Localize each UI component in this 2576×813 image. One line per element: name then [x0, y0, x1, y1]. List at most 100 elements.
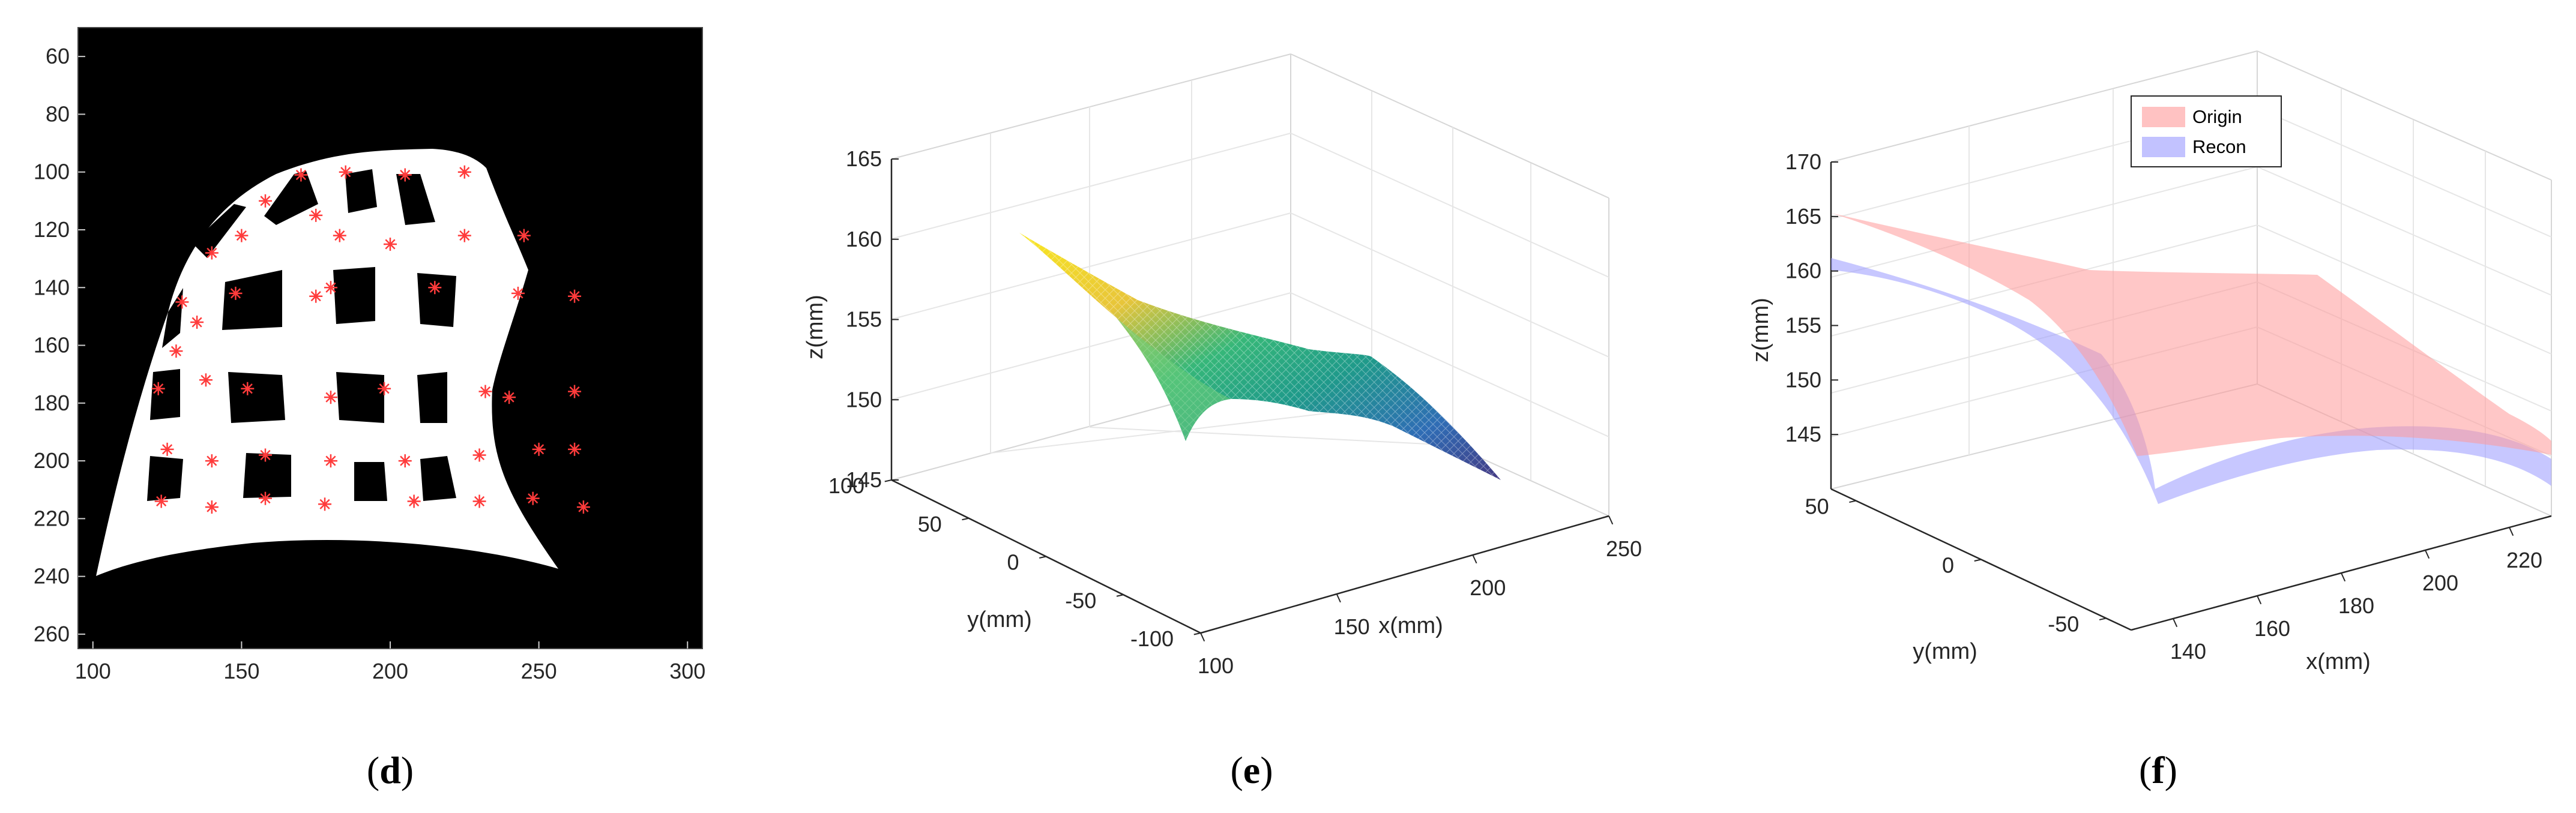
y-tick-mark — [1039, 556, 1046, 559]
corner-marker — [235, 229, 249, 242]
z-tick-label: 170 — [1785, 149, 1821, 174]
corner-marker — [324, 281, 337, 295]
legend-swatch-origin — [2142, 107, 2185, 127]
y-tick-mark — [1849, 500, 1856, 503]
legend-swatch-recon — [2142, 137, 2185, 157]
x-axis-ticks: 100 150 200 250 — [1198, 515, 1642, 678]
corner-marker — [324, 391, 337, 404]
corner-marker — [259, 448, 272, 462]
x-tick-label: 150 — [223, 659, 259, 683]
y-tick-label: 80 — [46, 101, 70, 126]
surface-underside — [1117, 318, 1231, 441]
y-tick-label: 50 — [1805, 494, 1829, 519]
z-axis-ticks: 145 150 155 160 165 — [846, 146, 899, 492]
corner-marker — [398, 168, 412, 182]
corner-marker — [407, 494, 421, 508]
corner-marker — [309, 289, 323, 303]
legend-label-origin: Origin — [2192, 106, 2242, 127]
y-tick-label: -50 — [2048, 611, 2079, 636]
corner-marker — [318, 497, 332, 511]
x-tick-label: 100 — [75, 659, 111, 683]
x-tick-label: 160 — [2254, 616, 2290, 641]
y-tick-label: 60 — [46, 44, 70, 68]
corner-marker — [333, 229, 346, 242]
x-tick-label: 100 — [1198, 653, 1234, 678]
x-axis-label: x(mm) — [1378, 613, 1443, 638]
z-axis-ticks: 145 150 155 160 165 170 — [1785, 149, 1838, 446]
y-tick-label: 50 — [918, 512, 942, 536]
y-tick-label: 220 — [34, 506, 70, 530]
corner-marker — [309, 208, 323, 222]
surface-origin — [1831, 213, 2551, 456]
y-tick-label: 100 — [34, 160, 70, 184]
z-tick-label: 160 — [1785, 259, 1821, 283]
y-tick-label: -50 — [1065, 588, 1096, 613]
y-tick-mark — [884, 479, 892, 482]
corner-marker — [339, 165, 352, 179]
x-tick-mark — [1608, 515, 1614, 525]
board-holes — [147, 169, 456, 501]
corner-marker — [169, 344, 183, 358]
y-tick-label: 260 — [34, 622, 70, 646]
x-tick-mark — [2509, 527, 2514, 536]
corner-marker — [205, 246, 219, 260]
corner-marker — [151, 382, 165, 395]
y-axis-label: y(mm) — [1913, 639, 1977, 664]
y-tick-mark — [2099, 617, 2107, 620]
corner-marker — [259, 194, 272, 208]
corner-marker — [294, 168, 308, 182]
y-tick-label: 240 — [34, 564, 70, 589]
legend: Origin Recon — [2131, 95, 2282, 167]
x-tick-label: 250 — [1606, 536, 1642, 561]
corner-marker — [532, 442, 546, 456]
y-axis-label: y(mm) — [967, 607, 1032, 632]
corner-marker — [175, 295, 189, 309]
z-tick-label: 145 — [1785, 422, 1821, 446]
corner-marker — [205, 500, 219, 514]
surfaces — [1831, 213, 2551, 504]
corner-marker — [517, 229, 531, 242]
corner-marker — [229, 286, 243, 300]
z-axis-label: z(mm) — [1748, 298, 1773, 362]
y-tick-mark — [1193, 632, 1201, 635]
corner-marker — [502, 391, 516, 404]
y-tick-label: 0 — [1942, 553, 1954, 578]
panel-d: 100 150 200 250 300 60 80 100 120 140 160 180 200 22… — [34, 27, 705, 791]
surface-recon — [1831, 258, 2551, 504]
z-tick-label: 145 — [846, 467, 882, 492]
corner-marker — [472, 494, 486, 508]
x-tick-mark — [2257, 595, 2262, 605]
axes-box — [891, 53, 1609, 517]
corner-marker — [384, 238, 397, 251]
x-tick-mark — [1200, 632, 1205, 642]
x-tick-label: 250 — [521, 659, 557, 683]
x-tick-mark — [2425, 550, 2430, 559]
x-tick-label: 140 — [2170, 639, 2206, 664]
corner-marker — [154, 494, 168, 508]
x-tick-label: 300 — [669, 659, 705, 683]
panel-caption: (e) — [1230, 749, 1273, 791]
corner-marker — [259, 491, 272, 505]
y-tick-label: 100 — [828, 473, 864, 498]
corner-marker — [511, 286, 525, 300]
x-axis-label: x(mm) — [2306, 649, 2371, 674]
y-tick-mark — [962, 517, 969, 521]
corner-marker — [526, 491, 540, 505]
y-tick-mark — [1974, 559, 1982, 562]
panel-e: 145 150 155 160 165 -100 -50 0 50 100 100 150 200 2… — [803, 53, 1642, 791]
marker-layer — [151, 165, 590, 514]
corner-marker — [324, 454, 337, 468]
y-axis-ticks: -50 0 50 — [1805, 494, 2107, 636]
y-tick-label: 180 — [34, 391, 70, 415]
corner-marker — [160, 442, 174, 456]
z-tick-label: 155 — [846, 307, 882, 332]
surface — [1019, 233, 1501, 480]
corner-marker — [576, 500, 590, 514]
x-tick-mark — [1336, 593, 1341, 603]
y-tick-label: 160 — [34, 333, 70, 358]
corner-marker — [428, 281, 442, 295]
x-tick-label: 220 — [2506, 548, 2542, 572]
z-tick-label: 165 — [1785, 204, 1821, 229]
x-tick-label: 200 — [1470, 575, 1506, 600]
grid-lines — [891, 81, 1609, 480]
